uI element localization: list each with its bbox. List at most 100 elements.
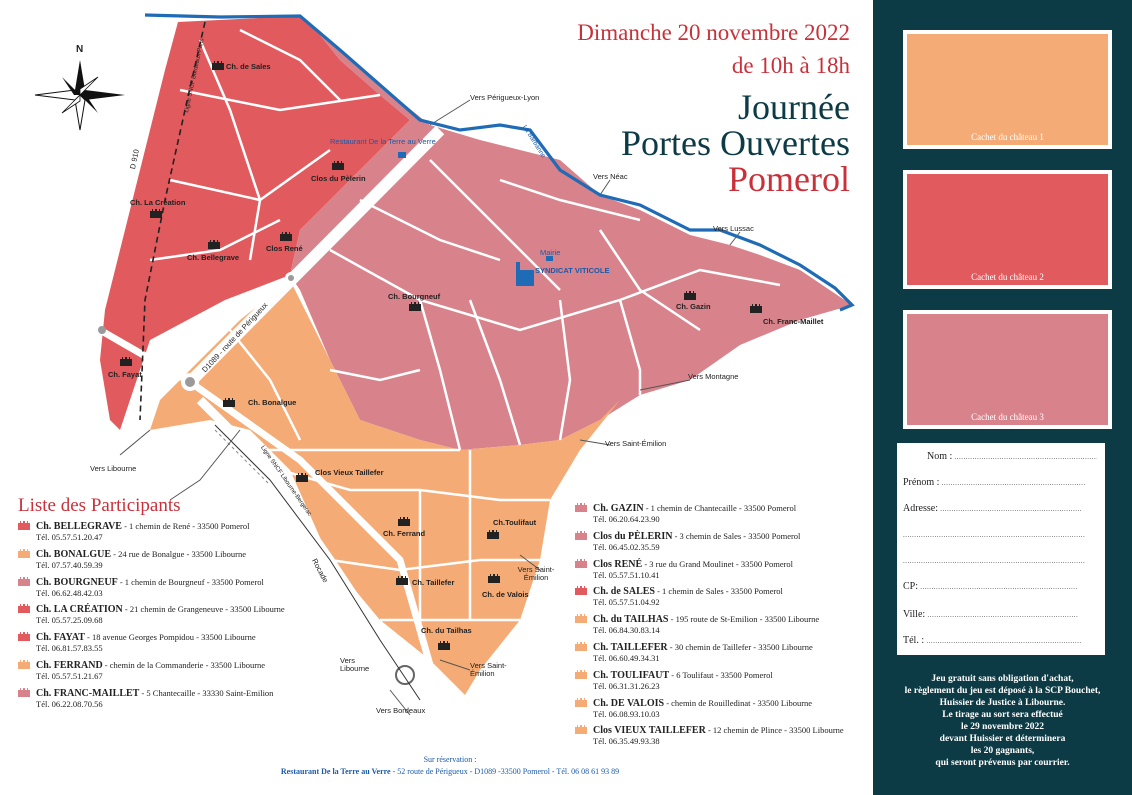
participant-name: Clos du PÈLERIN [593,530,673,542]
castle-icon [575,642,587,651]
castle-icon [223,398,235,407]
rules-line: qui seront prévenus par courrier. [935,758,1070,768]
form-row-cp[interactable]: CP: ....................................… [903,581,1078,592]
castle-icon [18,687,30,697]
form-row-adresse-3[interactable]: ........................................… [903,557,1086,565]
label-ch-la-creation: Ch. La Création [130,198,186,207]
outer-roads [119,99,741,716]
participant-entry: Ch. FRANC-MAILLET - 5 Chantecaille - 333… [18,687,298,710]
rules-line: les 20 gagnants, [970,746,1035,756]
mairie-icon [546,256,553,261]
form-row-adresse[interactable]: Adresse: ...............................… [903,503,1082,514]
label-clos-rene: Clos René [266,244,303,253]
participant-entry: Ch. LA CRÉATION - 21 chemin de Grangeneu… [18,604,298,626]
label-syndicat: SYNDICAT VITICOLE [535,266,610,275]
label-prenom: Prénom : [903,477,940,488]
label-ch-du-tailhas: Ch. du Tailhas [421,626,472,635]
participant-entry: Clos du PÈLERIN - 3 chemin de Sales - 33… [575,530,855,553]
dir-lussac: Vers Lussac [713,224,754,233]
rules-line: le 29 novembre 2022 [961,722,1044,732]
participant-address: - 3 chemin de Sales - 33500 Pomerol [672,530,801,541]
participant-entry: Ch. de SALES - 1 chemin de Sales - 33500… [575,586,855,608]
castle-icon [18,660,30,669]
castle-icon [396,576,408,585]
label-ch-toulifaut: Ch.Toulifaut [493,518,537,527]
participant-name: Ch. TAILLEFER [593,642,668,653]
participant-entry: Ch. GAZIN - 1 chemin de Chantecaille - 3… [575,503,855,525]
participant-entry: Ch. FAYAT - 18 avenue Georges Pompidou -… [18,632,298,654]
participant-address: - 21 chemin de Grangeneuve - 33500 Libou… [122,604,285,615]
castle-icon [150,209,162,218]
participant-name: Ch. BOURGNEUF [36,576,118,588]
stamp-caption-1: Cachet du château 1 [971,132,1044,142]
participant-address: - chemin de Rouilledinat - 33500 Libourn… [664,697,813,708]
label-ch-franc-maillet: Ch. Franc-Maillet [763,317,824,326]
participant-phone: Tél. 05.57.51.10.41 [593,569,660,580]
form-row-prenom[interactable]: Prénom : ...............................… [903,477,1086,488]
label-adresse: Adresse: [903,503,938,514]
pink-zone [290,16,852,450]
restaurant-icon [398,152,406,158]
form-row-nom[interactable]: Nom : ..................................… [927,451,1097,462]
participant-address: - 1 chemin de Chantecaille - 33500 Pomer… [643,503,797,513]
participant-name: Ch. de SALES [593,586,655,598]
castle-icon [575,669,587,679]
reservation-restaurant: Restaurant De la Terre au Verre [280,767,391,776]
title-journee: Journée [738,87,850,127]
road-d910 [98,326,444,701]
stamp-box-2: Cachet du château 2 [903,170,1112,289]
dir-st-emilion-3: Vers Saint-Émilion [470,661,507,678]
participant-entry: Ch. BELLEGRAVE - 1 chemin de René - 3350… [18,521,298,543]
castle-icon [684,291,696,300]
participant-phone: Tél. 06.08.93.10.03 [593,708,660,719]
participant-address: - 195 route de St-Emilion - 33500 Libour… [668,614,820,625]
participant-name: Ch. BONALGUE [36,548,112,560]
castle-icon [18,632,30,642]
participant-entry: Clos VIEUX TAILLEFER - 12 chemin de Plin… [575,725,855,747]
participant-phone: Tél. 07.57.40.59.39 [36,559,103,570]
participant-name: Ch. BELLEGRAVE [36,521,122,532]
participant-name: Clos RENÉ [593,558,643,570]
castle-icon [438,641,450,650]
label-ch-fayat: Ch. Fayat [108,370,142,379]
castle-icon [409,302,421,311]
form-row-adresse-2[interactable]: ........................................… [903,531,1086,539]
participant-entry: Ch. BOURGNEUF - 1 chemin de Bourgneuf - … [18,576,298,599]
roundabout-west [98,326,106,334]
form-row-ville[interactable]: Ville: .................................… [903,609,1079,620]
castle-icon [398,517,410,526]
participant-address: - 1 chemin de René - 33500 Pomerol [121,521,250,531]
dir-libourne-1: Vers Libourne [90,464,137,473]
form-row-tel[interactable]: Tél. : .................................… [903,635,1082,646]
minor-roads [149,28,781,640]
participant-phone: Tél. 06.20.64.23.90 [593,514,660,524]
title-pomerol: Pomerol [728,159,850,199]
roundabout-center [185,377,195,387]
participant-address: - 24 rue de Bonalgue - 33500 Libourne [111,548,247,559]
label-nom: Nom : [927,451,953,462]
castle-icon [575,697,587,707]
participant-entry: Ch. TOULIFAUT - 6 Toulifaut - 33500 Pome… [575,669,855,692]
participant-name: Ch. DE VALOIS [593,697,665,709]
participant-entry: Ch. du TAILHAS - 195 route de St-Emilion… [575,614,855,636]
participant-name: Ch. TOULIFAUT [593,669,670,681]
participant-phone: Tél. 05.57.51.20.47 [36,532,103,542]
label-restaurant: Restaurant De la Terre au Verre [330,137,436,146]
participant-entry: Ch. BONALGUE - 24 rue de Bonalgue - 3350… [18,548,298,571]
label-ch-de-valois: Ch. de Valois [482,590,529,599]
road-d1089 [185,125,445,387]
stamp-box-3: Cachet du château 3 [903,310,1112,429]
castle-icon [332,161,344,170]
participant-phone: Tél. 06.60.49.34.31 [593,653,660,663]
participant-phone: Tél. 05.57.51.21.67 [36,671,103,681]
rules-line: Huissier de Justice à Libourne. [939,698,1066,708]
castle-icon [750,304,762,313]
rail-spur [214,429,271,486]
reservation-line1: Sur réservation : [423,755,477,764]
dir-bordeaux: Vers Bordeaux [376,706,426,715]
compass-rose [34,60,125,131]
participant-address: - 6 Toulifaut - 33500 Pomerol [669,669,773,680]
participant-name: Ch. LA CRÉATION [36,604,123,616]
label-cp: CP: [903,581,919,592]
dir-neac: Vers Néac [593,172,628,181]
